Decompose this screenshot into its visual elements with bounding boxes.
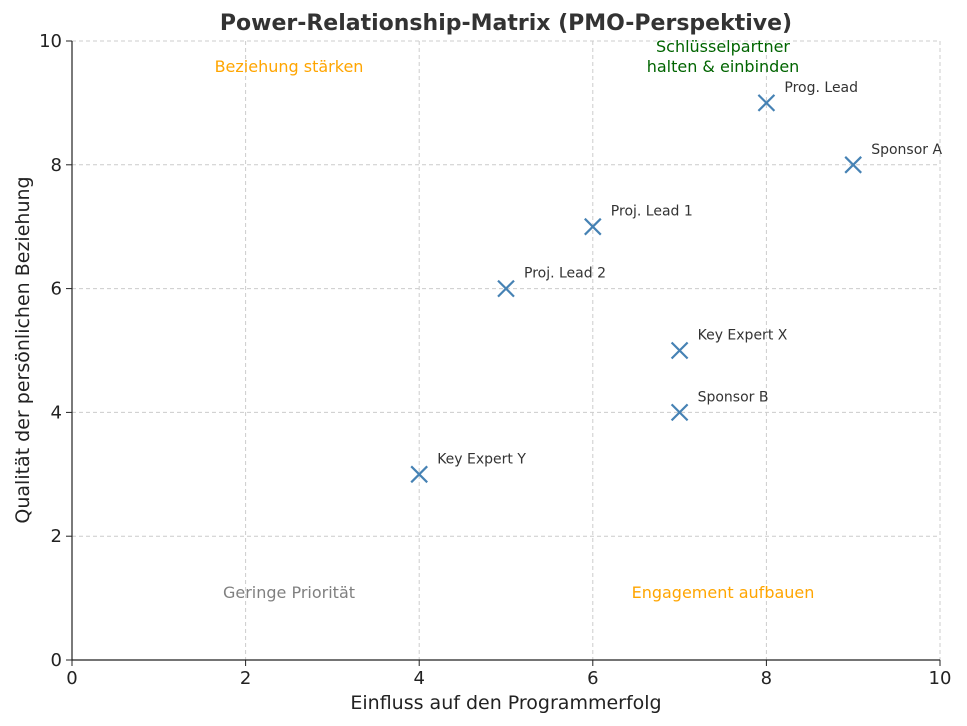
point-label: Proj. Lead 2 (524, 266, 606, 282)
quadrant-label: Geringe Priorität (223, 583, 355, 602)
point-label: Sponsor A (871, 142, 942, 158)
x-marker-icon (757, 94, 776, 112)
data-point: Key Expert X (670, 328, 788, 360)
y-tick-label: 8 (51, 155, 62, 176)
x-tick-label: 2 (240, 668, 251, 689)
quadrant-label: halten & einbinden (647, 57, 800, 76)
y-tick-label: 4 (51, 402, 62, 423)
y-tick-label: 2 (51, 526, 62, 547)
y-axis-label: Qualität der persönlichen Beziehung (12, 176, 34, 523)
x-tick-label: 10 (929, 668, 952, 689)
point-label: Prog. Lead (784, 80, 858, 96)
data-point: Sponsor B (670, 389, 769, 422)
point-label: Proj. Lead 1 (611, 204, 693, 220)
data-point: Prog. Lead (757, 80, 858, 112)
x-tick-label: 8 (761, 668, 772, 689)
quadrant-label: Beziehung stärken (215, 57, 364, 76)
grid (71, 40, 941, 661)
x-tick-label: 0 (66, 668, 77, 689)
x-marker-icon (670, 403, 689, 422)
point-label: Sponsor B (698, 389, 769, 405)
data-point: Key Expert Y (410, 451, 526, 484)
point-label: Key Expert Y (437, 451, 526, 467)
data-point: Proj. Lead 2 (497, 266, 606, 298)
x-marker-icon (410, 465, 428, 484)
quadrant-label: Engagement aufbauen (632, 583, 815, 602)
axes: 0 2 4 6 8 10 0 2 4 6 8 10 (39, 31, 951, 689)
data-points: Prog. Lead Sponsor A Proj. Lead 1 Proj. Lea… (410, 80, 942, 484)
chart-title: Power-Relationship-Matrix (PMO-Perspekti… (220, 11, 792, 36)
y-tick-label: 0 (51, 650, 62, 671)
data-point: Proj. Lead 1 (584, 204, 693, 236)
data-point: Sponsor A (844, 142, 942, 174)
x-tick-label: 4 (413, 668, 424, 689)
y-tick-label: 6 (51, 279, 62, 300)
x-axis-label: Einfluss auf den Programmerfolg (350, 692, 661, 714)
y-tick-label: 10 (39, 31, 62, 52)
x-marker-icon (844, 156, 862, 174)
point-label: Key Expert X (698, 328, 788, 344)
quadrant-labels: Beziehung stärken Schlüsselpartnerhalten … (215, 37, 815, 602)
x-marker-icon (584, 217, 602, 236)
quadrant-label: Schlüsselpartner (656, 37, 790, 56)
x-marker-icon (670, 341, 689, 360)
x-tick-label: 6 (587, 668, 598, 689)
x-marker-icon (497, 279, 515, 298)
